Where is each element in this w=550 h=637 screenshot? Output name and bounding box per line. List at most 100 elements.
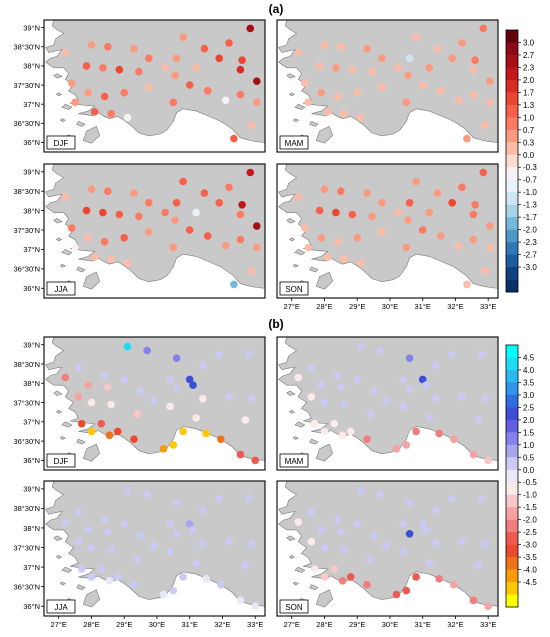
station-marker: [376, 346, 384, 355]
station-marker: [474, 416, 483, 424]
station-marker: [100, 516, 109, 524]
station-marker: [248, 121, 256, 129]
island: [288, 237, 296, 242]
station-marker: [405, 54, 414, 63]
station-marker: [149, 396, 158, 405]
station-marker: [87, 427, 96, 436]
part-b-colorbar-swatch: [506, 469, 518, 483]
station-marker: [405, 530, 414, 538]
station-marker: [348, 210, 357, 219]
part-b-colorbar-swatch: [506, 519, 518, 533]
station-marker: [90, 253, 99, 261]
station-marker: [172, 530, 181, 538]
island: [55, 554, 62, 559]
station-marker: [252, 98, 261, 107]
station-marker: [433, 44, 442, 53]
station-marker: [338, 431, 347, 440]
station-marker: [310, 419, 319, 428]
station-marker: [307, 364, 316, 372]
part-b-panel-djf: DJF: [43, 336, 266, 471]
island: [309, 438, 319, 445]
station-marker: [469, 235, 478, 244]
part-a-colorbar-label: -2.7: [523, 251, 537, 260]
part-b-colorbar-swatch: [506, 557, 518, 570]
station-marker: [130, 189, 138, 197]
station-marker: [107, 545, 115, 554]
part-a-colorbar-swatch: [506, 254, 518, 268]
station-marker: [432, 506, 440, 515]
station-marker: [425, 414, 434, 422]
station-marker: [450, 435, 458, 444]
station-marker: [436, 87, 445, 95]
station-marker: [301, 224, 309, 232]
station-marker: [107, 255, 115, 263]
part-a-colorbar-swatch: [506, 129, 518, 143]
station-marker: [115, 65, 124, 74]
lat-tick-label: 37°30'N: [13, 226, 40, 235]
station-marker: [172, 498, 181, 507]
lat-tick-label: 39°N: [23, 341, 40, 350]
station-marker: [399, 375, 407, 384]
season-label-box: [46, 453, 76, 468]
station-marker: [484, 456, 493, 465]
station-marker: [363, 44, 371, 53]
station-marker: [394, 208, 402, 217]
part-a-label: (a): [269, 2, 284, 16]
station-marker: [418, 81, 427, 89]
part-b-colorbar-label: -3.5: [523, 553, 537, 562]
station-marker: [469, 65, 478, 74]
station-marker: [105, 577, 114, 585]
station-marker: [82, 206, 91, 215]
part-a-colorbar-label: -2.3: [523, 238, 537, 247]
station-marker: [432, 394, 440, 403]
station-marker: [143, 346, 151, 355]
island: [315, 125, 334, 144]
station-marker: [450, 580, 458, 589]
station-marker: [120, 520, 128, 528]
part-a-colorbar-label: 0.0: [523, 151, 535, 160]
land-mass: [278, 164, 498, 289]
station-marker: [454, 241, 463, 250]
part-b-colorbar-label: 4.0: [523, 366, 535, 375]
season-label: JJA: [54, 285, 68, 294]
station-marker: [458, 393, 466, 401]
station-marker: [333, 237, 342, 246]
station-marker: [307, 393, 316, 401]
island: [82, 271, 101, 290]
island: [53, 390, 63, 396]
island: [53, 73, 63, 79]
island: [59, 436, 66, 440]
part-a-colorbar-label: 3.0: [523, 38, 535, 47]
station-marker: [97, 565, 106, 573]
station-marker: [251, 456, 259, 465]
part-b-colorbar-swatch: [506, 357, 518, 371]
station-marker: [203, 232, 212, 240]
station-marker: [133, 555, 142, 564]
part-a-colorbar-label: -0.3: [523, 163, 537, 172]
station-marker: [159, 590, 168, 599]
part-a-colorbar-swatch: [506, 242, 518, 255]
station-marker: [471, 201, 479, 209]
part-b-colorbar-swatch: [506, 457, 518, 471]
station-marker: [382, 541, 391, 550]
lat-tick-label: 36°30'N: [13, 119, 40, 128]
station-marker: [145, 199, 153, 207]
station-marker: [425, 559, 434, 567]
panel-frame: [276, 19, 499, 153]
station-marker: [320, 185, 329, 193]
lat-tick-label: 39°N: [23, 23, 40, 32]
station-marker: [469, 90, 478, 99]
lat-tick-label: 38°N: [23, 379, 40, 388]
station-marker: [236, 210, 245, 219]
station-marker: [236, 596, 245, 605]
station-marker: [469, 210, 478, 219]
station-marker: [82, 62, 91, 70]
part-b-colorbar-label: 3.5: [523, 378, 535, 387]
station-marker: [477, 494, 486, 503]
island: [288, 92, 296, 97]
station-marker: [123, 342, 132, 351]
lon-tick-label: 29°E: [349, 302, 365, 311]
station-marker: [252, 243, 261, 252]
station-marker: [368, 212, 376, 221]
station-marker: [215, 494, 223, 503]
